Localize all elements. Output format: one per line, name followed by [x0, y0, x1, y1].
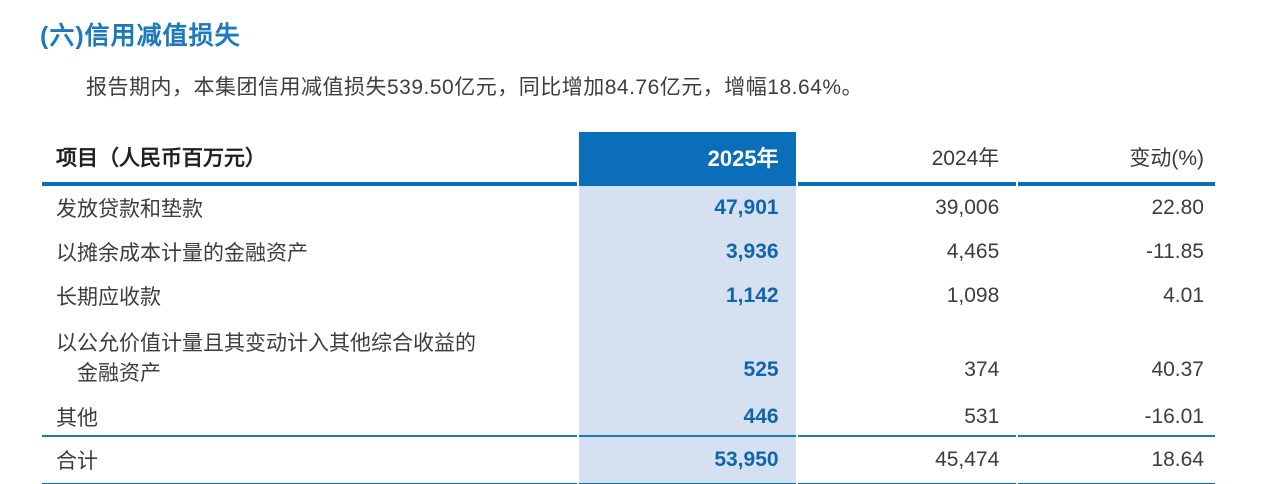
column-header-item: 项目（人民币百万元）	[42, 132, 577, 186]
row-value-2024: 39,006	[935, 196, 1000, 219]
row-label-line-1: 以公允价值计量且其变动计入其他综合收益的	[56, 331, 476, 355]
column-header-change: 变动(%)	[1018, 132, 1215, 186]
total-value-change: 18.64	[1018, 437, 1215, 484]
table-header-row: 项目（人民币百万元） 2025年 2024年 变动(%)	[42, 132, 1215, 186]
table-row: 其他 446 531 -16.01	[42, 399, 1215, 437]
column-header-2024: 2024年	[797, 132, 1017, 186]
column-header-2025: 2025年	[578, 132, 796, 186]
total-label: 合计	[42, 437, 577, 484]
row-value-change: -11.85	[1146, 240, 1204, 263]
row-label: 以公允价值计量且其变动计入其他综合收益的 金融资产	[42, 318, 577, 399]
row-value-2024: 374	[964, 358, 1000, 381]
total-value-2025: 53,950	[578, 437, 796, 484]
table-row: 以公允价值计量且其变动计入其他综合收益的 金融资产 525 374 40.37	[42, 318, 1215, 399]
row-value-change: 22.80	[1151, 196, 1204, 219]
intro-paragraph: 报告期内，本集团信用减值损失539.50亿元，同比增加84.76亿元，增幅18.…	[86, 76, 864, 99]
row-label: 以摊余成本计量的金融资产	[56, 242, 308, 265]
row-value-2025: 1,142	[578, 274, 796, 318]
table-row: 以摊余成本计量的金融资产 3,936 4,465 -11.85	[42, 230, 1215, 274]
row-value-2025: 47,901	[578, 186, 796, 230]
credit-impairment-table: 项目（人民币百万元） 2025年 2024年 变动(%) 发放贷款和垫款 47,…	[40, 132, 1217, 484]
row-value-2024: 1,098	[946, 284, 1000, 307]
row-value-2024: 531	[797, 399, 1017, 437]
row-value-change: 4.01	[1163, 284, 1204, 307]
row-label-line-2: 金融资产	[77, 361, 161, 385]
row-value-change: 40.37	[1151, 358, 1204, 381]
table-row: 发放贷款和垫款 47,901 39,006 22.80	[42, 186, 1215, 230]
row-label: 其他	[42, 399, 577, 437]
table-row: 长期应收款 1,142 1,098 4.01	[42, 274, 1215, 318]
total-value-2024: 45,474	[797, 437, 1017, 484]
row-value-2025: 3,936	[578, 230, 796, 274]
row-label: 发放贷款和垫款	[56, 198, 203, 221]
row-value-change: -16.01	[1018, 399, 1215, 437]
table-total-row: 合计 53,950 45,474 18.64	[42, 437, 1215, 484]
row-value-2025: 525	[578, 318, 796, 399]
section-title: (六)信用减值损失	[40, 22, 241, 50]
row-value-2024: 4,465	[946, 240, 1000, 263]
row-label: 长期应收款	[56, 286, 161, 309]
row-value-2025: 446	[578, 399, 796, 437]
